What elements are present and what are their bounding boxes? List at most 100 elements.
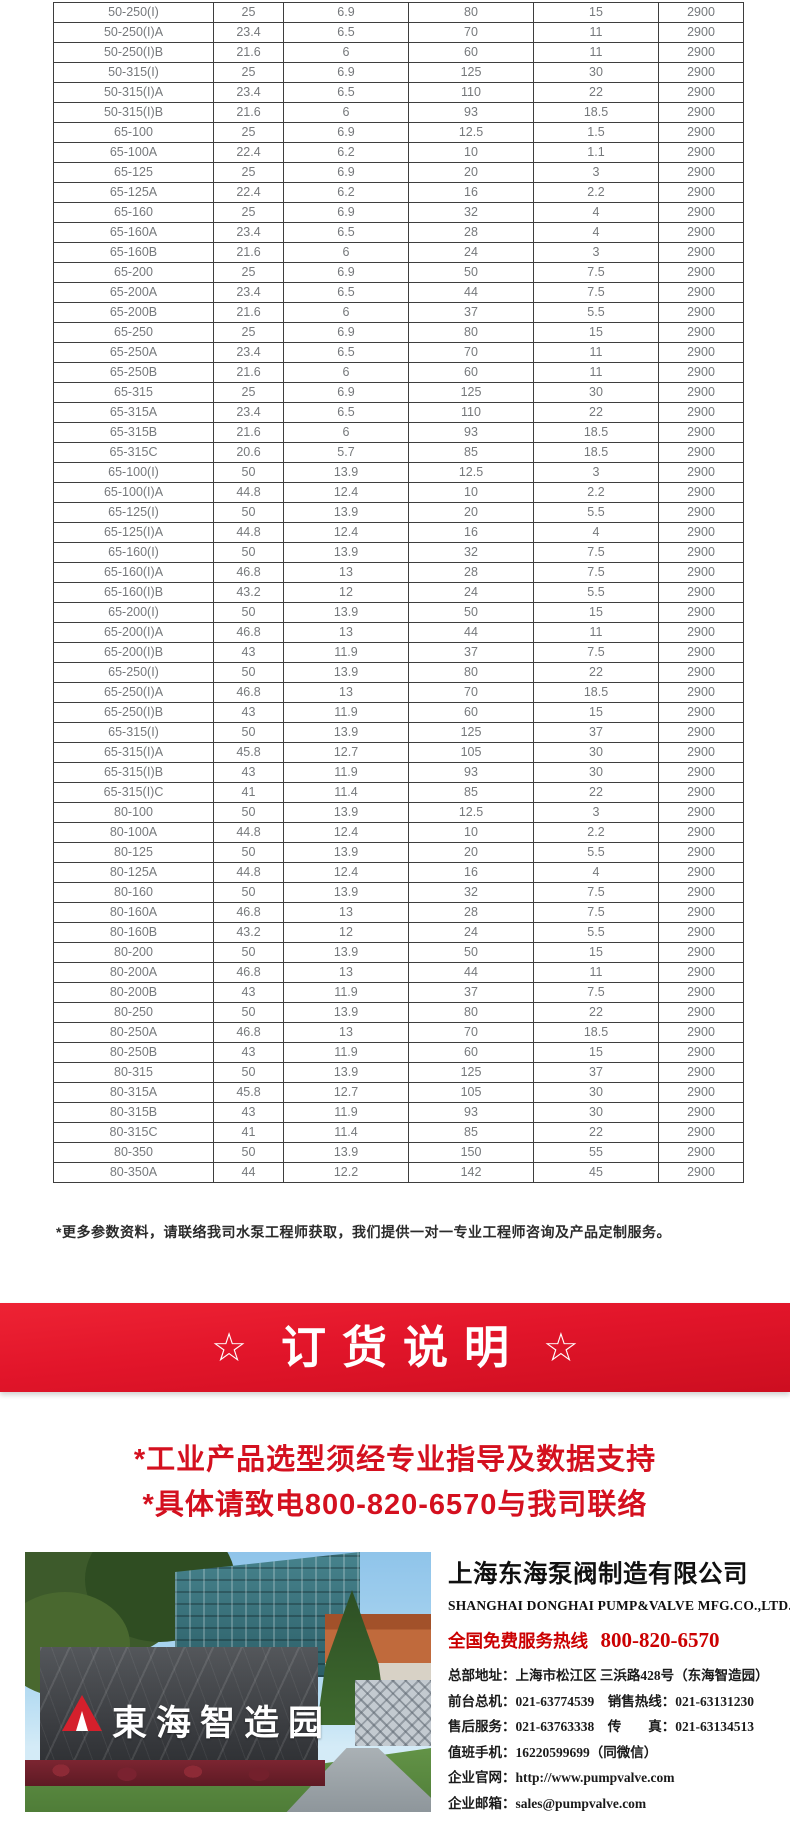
table-cell: 25 xyxy=(213,322,284,343)
table-cell: 5.5 xyxy=(533,922,659,943)
table-cell: 6.5 xyxy=(283,22,409,43)
table-cell: 11.9 xyxy=(283,642,409,663)
table-cell: 10 xyxy=(408,822,534,843)
table-cell: 30 xyxy=(533,1082,659,1103)
table-cell: 2900 xyxy=(658,482,744,503)
table-cell: 41 xyxy=(213,1122,284,1143)
table-cell: 30 xyxy=(533,382,659,403)
table-cell: 50 xyxy=(408,262,534,283)
table-cell: 80-125A xyxy=(53,862,214,883)
table-cell: 11.9 xyxy=(283,1042,409,1063)
table-cell: 125 xyxy=(408,62,534,83)
table-row: 65-200(I)A 46.8 13 44 11 2900 xyxy=(53,622,744,643)
table-cell: 11.9 xyxy=(283,1102,409,1123)
table-row: 65-250B 21.6 6 60 11 2900 xyxy=(53,362,744,383)
table-cell: 21.6 xyxy=(213,242,284,263)
table-cell: 5.7 xyxy=(283,442,409,463)
table-cell: 44 xyxy=(408,282,534,303)
table-cell: 13 xyxy=(283,962,409,983)
table-row: 65-200 25 6.9 50 7.5 2900 xyxy=(53,262,744,283)
table-cell: 2900 xyxy=(658,122,744,143)
table-row: 80-125A 44.8 12.4 16 4 2900 xyxy=(53,862,744,883)
table-cell: 80 xyxy=(408,2,534,23)
table-cell: 2900 xyxy=(658,1022,744,1043)
table-cell: 65-250(I)A xyxy=(53,682,214,703)
table-row: 65-250A 23.4 6.5 70 11 2900 xyxy=(53,342,744,363)
table-cell: 80 xyxy=(408,1002,534,1023)
table-cell: 80-160 xyxy=(53,882,214,903)
table-cell: 80-250B xyxy=(53,1042,214,1063)
table-cell: 65-315(I) xyxy=(53,722,214,743)
table-cell: 2900 xyxy=(658,1082,744,1103)
contact-line-mobile: 值班手机：16220599699（同微信） xyxy=(448,1744,658,1760)
table-cell: 93 xyxy=(408,422,534,443)
table-cell: 80-100 xyxy=(53,802,214,823)
table-cell: 65-315(I)A xyxy=(53,742,214,763)
table-cell: 6.2 xyxy=(283,182,409,203)
table-cell: 60 xyxy=(408,42,534,63)
table-row: 65-160(I)B 43.2 12 24 5.5 2900 xyxy=(53,582,744,603)
table-cell: 65-100 xyxy=(53,122,214,143)
table-cell: 93 xyxy=(408,1102,534,1123)
table-cell: 65-315C xyxy=(53,442,214,463)
table-cell: 50 xyxy=(213,662,284,683)
table-row: 65-125(I)A 44.8 12.4 16 4 2900 xyxy=(53,522,744,543)
table-cell: 43 xyxy=(213,1042,284,1063)
table-cell: 55 xyxy=(533,1142,659,1163)
table-cell: 2900 xyxy=(658,902,744,923)
table-cell: 28 xyxy=(408,562,534,583)
table-cell: 93 xyxy=(408,102,534,123)
table-cell: 44.8 xyxy=(213,522,284,543)
table-cell: 125 xyxy=(408,382,534,403)
table-row: 65-100(I)A 44.8 12.4 10 2.2 2900 xyxy=(53,482,744,503)
table-cell: 12.5 xyxy=(408,122,534,143)
table-cell: 23.4 xyxy=(213,402,284,423)
table-cell: 2900 xyxy=(658,1002,744,1023)
table-cell: 2900 xyxy=(658,942,744,963)
table-cell: 12.4 xyxy=(283,822,409,843)
table-cell: 60 xyxy=(408,1042,534,1063)
star-icon: ☆ xyxy=(543,1325,579,1370)
table-row: 80-315B 43 11.9 93 30 2900 xyxy=(53,1102,744,1123)
table-cell: 7.5 xyxy=(533,902,659,923)
table-cell: 6.9 xyxy=(283,322,409,343)
table-cell: 142 xyxy=(408,1162,534,1183)
table-cell: 2900 xyxy=(658,502,744,523)
table-cell: 45 xyxy=(533,1162,659,1183)
table-cell: 18.5 xyxy=(533,102,659,123)
table-cell: 20 xyxy=(408,162,534,183)
table-cell: 7.5 xyxy=(533,882,659,903)
table-cell: 2900 xyxy=(658,262,744,283)
table-cell: 65-160(I) xyxy=(53,542,214,563)
table-cell: 25 xyxy=(213,62,284,83)
table-cell: 65-250 xyxy=(53,322,214,343)
table-cell: 50 xyxy=(213,842,284,863)
order-instructions-banner: ☆ 订货说明 ☆ xyxy=(0,1303,790,1392)
table-cell: 2900 xyxy=(658,882,744,903)
table-cell: 25 xyxy=(213,162,284,183)
table-cell: 11.4 xyxy=(283,1122,409,1143)
table-cell: 37 xyxy=(408,982,534,1003)
table-cell: 11 xyxy=(533,622,659,643)
table-cell: 6 xyxy=(283,362,409,383)
table-cell: 65-100A xyxy=(53,142,214,163)
table-cell: 2900 xyxy=(658,462,744,483)
table-cell: 12.2 xyxy=(283,1162,409,1183)
table-cell: 1.5 xyxy=(533,122,659,143)
table-row: 65-200(I) 50 13.9 50 15 2900 xyxy=(53,602,744,623)
table-cell: 80 xyxy=(408,322,534,343)
table-cell: 13.9 xyxy=(283,942,409,963)
table-row: 65-315A 23.4 6.5 110 22 2900 xyxy=(53,402,744,423)
table-cell: 65-200(I)A xyxy=(53,622,214,643)
table-cell: 93 xyxy=(408,762,534,783)
table-cell: 65-125(I)A xyxy=(53,522,214,543)
table-row: 65-200A 23.4 6.5 44 7.5 2900 xyxy=(53,282,744,303)
table-cell: 2900 xyxy=(658,1062,744,1083)
table-cell: 110 xyxy=(408,82,534,103)
table-cell: 11 xyxy=(533,22,659,43)
table-cell: 32 xyxy=(408,202,534,223)
table-cell: 13 xyxy=(283,622,409,643)
table-cell: 50 xyxy=(213,602,284,623)
table-cell: 13.9 xyxy=(283,542,409,563)
table-cell: 6.5 xyxy=(283,282,409,303)
